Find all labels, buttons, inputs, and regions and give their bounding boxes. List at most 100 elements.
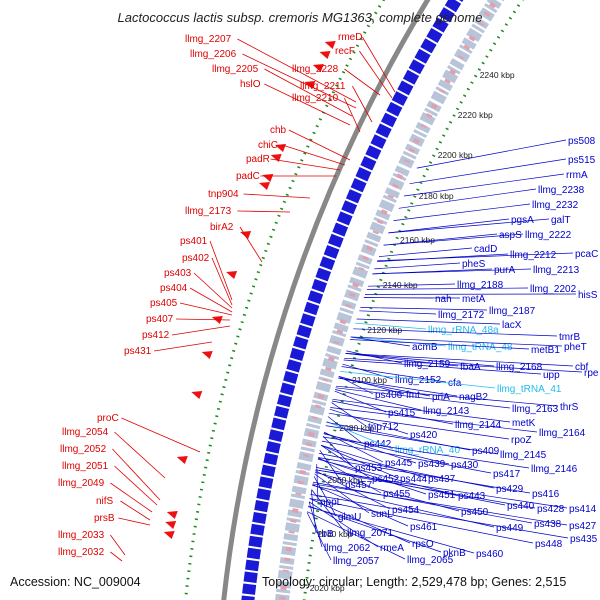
right-label-leader (319, 450, 344, 485)
left-label-leader (112, 448, 161, 501)
left-gene-label: llmg_2206 (190, 49, 237, 60)
right-gene-label: llmg_2188 (457, 280, 504, 291)
right-gene-label: pknB (443, 548, 466, 559)
right-gene-label: acmB (412, 342, 438, 353)
right-label-leader (356, 318, 501, 325)
left-gene-label: rmeD (338, 32, 362, 43)
right-gene-label: llmg_rRNA_48a (428, 325, 499, 336)
right-gene-label: ps452 (372, 474, 400, 485)
left-label-leader (243, 193, 311, 199)
right-gene-label: llmg_2152 (395, 375, 442, 386)
right-gene-label: llmg_2168 (496, 362, 543, 373)
right-gene-label: cbf (575, 362, 589, 373)
right-label-leader (345, 353, 495, 367)
right-gene-label: nah (435, 294, 452, 305)
right-label-leader (306, 512, 332, 561)
right-label-leader (338, 377, 458, 397)
right-gene-label: ps437 (428, 474, 456, 485)
right-gene-label: rpe (584, 368, 599, 379)
right-label-leader (308, 505, 442, 553)
right-gene-label: ps448 (535, 539, 563, 550)
left-gene-label: tnp904 (208, 189, 239, 200)
right-gene-label: rpsO (412, 539, 434, 550)
right-gene-label: llmg_2163 (512, 404, 559, 415)
right-gene-label: llmg_2145 (500, 450, 547, 461)
left-gene-label: chiC (258, 140, 278, 151)
right-gene-label: llmg_rRNA_40 (395, 445, 460, 456)
right-label-leader (335, 385, 559, 407)
right-gene-label: cadD (474, 244, 497, 255)
left-gene-label: llmg_2051 (62, 461, 109, 472)
right-gene-label: rrmA (566, 170, 588, 181)
right-label-leader (372, 268, 532, 275)
left-label-leader (193, 272, 233, 309)
right-gene-label: ps414 (569, 504, 597, 515)
left-gene-label: hslO (240, 79, 261, 90)
left-gene-label: proC (97, 413, 119, 424)
reverse-strand-arrow (226, 271, 238, 279)
right-label-leader (359, 310, 437, 315)
left-label-leader (237, 210, 291, 213)
ruler-tick-label: 2180 kbp (419, 191, 454, 201)
left-gene-label: chb (270, 125, 287, 136)
right-label-leader (416, 139, 567, 169)
left-gene-label: ps431 (124, 346, 152, 357)
left-gene-label: ps407 (146, 314, 174, 325)
cds-color-band (275, 0, 505, 600)
right-gene-label: llmg_2065 (407, 555, 454, 566)
right-label-leader (398, 188, 537, 209)
right-label-leader (309, 498, 534, 544)
right-gene-label: pgsA (511, 215, 534, 226)
right-label-leader (350, 336, 563, 347)
right-label-leader (335, 389, 422, 411)
left-label-leader (189, 287, 233, 313)
right-label-leader (367, 283, 456, 287)
genome-backbone (221, 0, 431, 600)
left-gene-label: ps401 (180, 236, 208, 247)
right-label-leader (315, 469, 568, 509)
left-gene-label: llmg_2228 (292, 64, 339, 75)
right-gene-label: hisS (578, 290, 598, 301)
left-gene-label: llmg_2173 (185, 206, 232, 217)
left-label-leader (237, 38, 357, 103)
right-gene-label: ps445 (385, 458, 413, 469)
left-label-leader (153, 341, 213, 352)
right-label-leader (344, 357, 583, 373)
reverse-strand-arrow (201, 351, 213, 359)
right-gene-label: ps460 (476, 549, 504, 560)
right-gene-label: llmg_2144 (455, 420, 502, 431)
left-label-leader (242, 53, 357, 109)
left-gene-label: llmg_2032 (58, 547, 105, 558)
left-gene-label: ps403 (164, 268, 192, 279)
right-label-leader (318, 457, 531, 494)
right-label-leader (330, 407, 538, 433)
left-label-leader (211, 257, 233, 306)
right-gene-label: thrS (560, 402, 579, 413)
right-label-leader (310, 490, 317, 534)
reverse-strand-arrow (166, 511, 178, 519)
right-gene-label: ps508 (568, 136, 596, 147)
right-gene-label: llmg_2172 (438, 310, 485, 321)
right-gene-label: pheT (564, 342, 587, 353)
right-gene-label: ps417 (493, 469, 521, 480)
right-gene-label: ps451 (428, 490, 456, 501)
right-label-leader (312, 484, 409, 527)
right-gene-label: rpoZ (511, 435, 532, 446)
left-label-leader (179, 302, 233, 316)
left-gene-label: llmg_2033 (58, 530, 105, 541)
right-gene-label: llmg_2071 (347, 528, 394, 539)
right-label-leader (345, 353, 574, 367)
right-gene-label: ps416 (532, 489, 560, 500)
right-label-leader (350, 336, 411, 347)
left-gene-label: llmg_2052 (60, 444, 107, 455)
right-gene-label: llmg_2187 (489, 306, 536, 317)
right-gene-label: rlrB (318, 529, 334, 540)
left-label-leader (121, 417, 201, 453)
right-gene-label: ps453 (355, 463, 383, 474)
right-label-leader (322, 436, 530, 469)
reverse-strand-arrow (176, 456, 188, 464)
right-label-leader (340, 371, 496, 389)
left-gene-label: llmg_2207 (185, 34, 232, 45)
right-gene-label: llmg_2146 (531, 464, 578, 475)
